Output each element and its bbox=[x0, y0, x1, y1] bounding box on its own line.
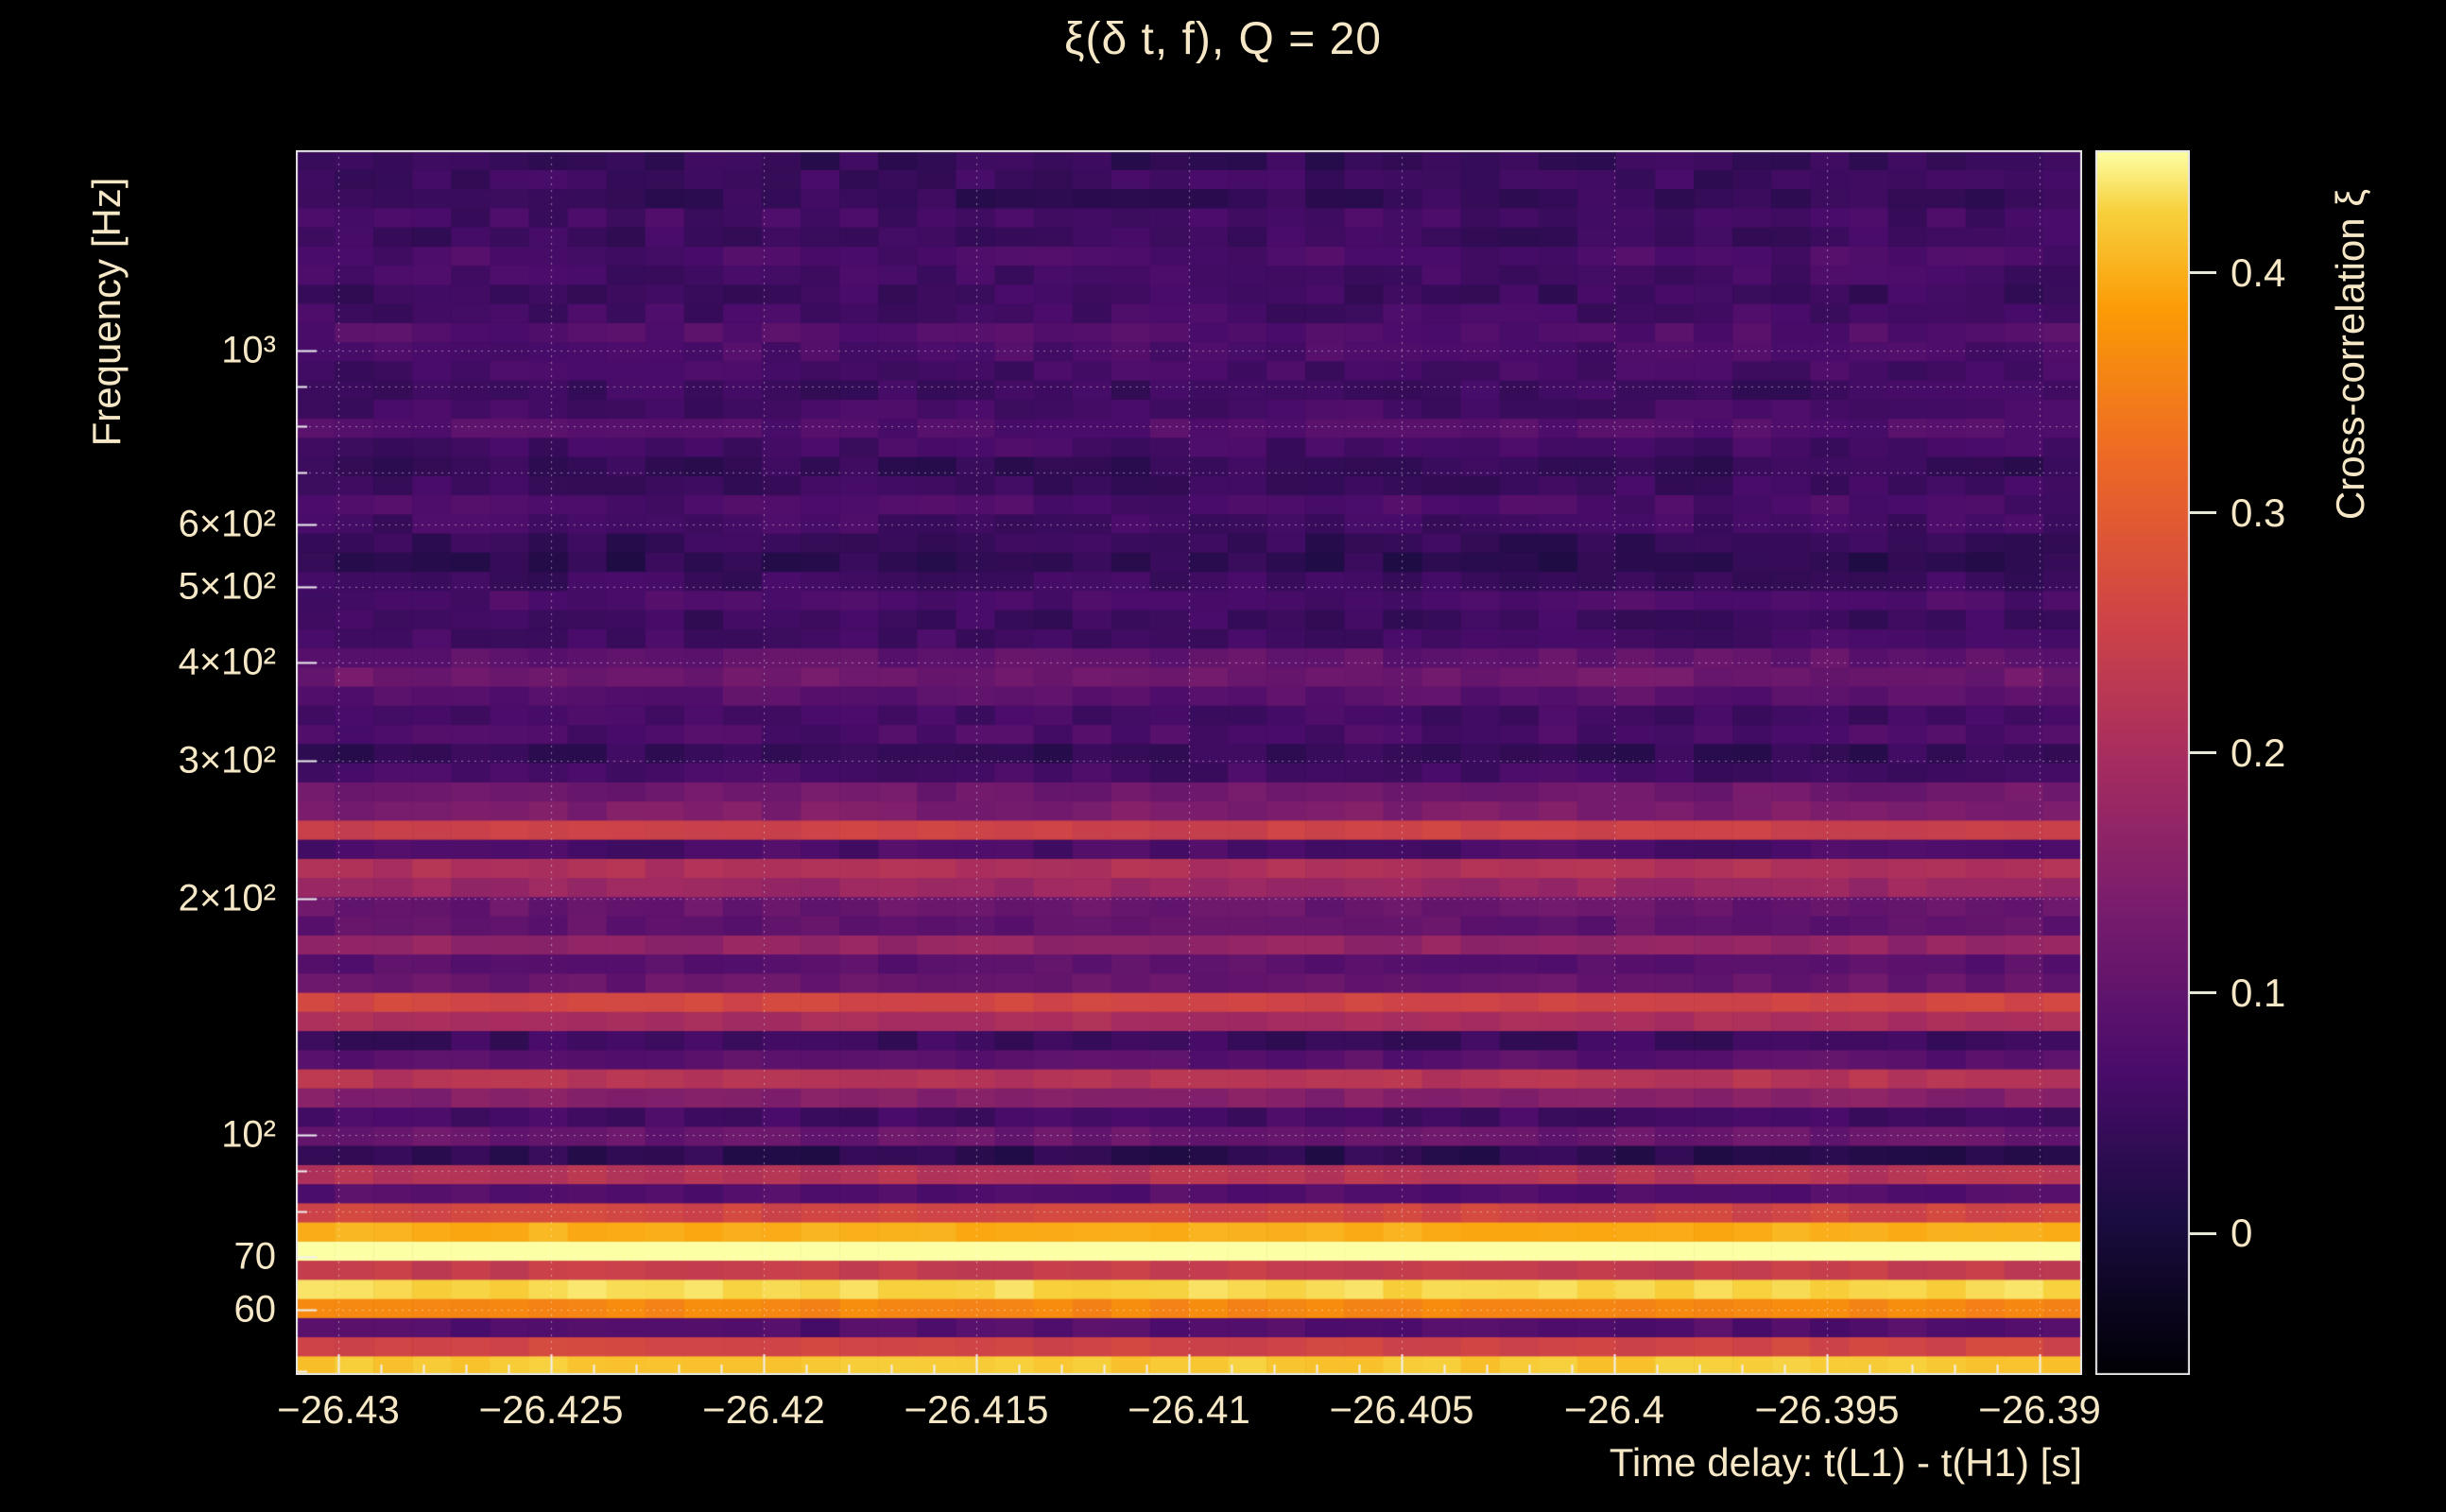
y-tick-label: 70 bbox=[233, 1235, 277, 1278]
colorbar-tick-label: 0.4 bbox=[2231, 249, 2286, 295]
colorbar-tick-mark bbox=[2190, 511, 2216, 515]
colorbar-tick-label: 0.1 bbox=[2231, 970, 2286, 1015]
y-tick-label: 4×10² bbox=[178, 641, 276, 683]
colorbar-tick-label: 0.3 bbox=[2231, 490, 2286, 535]
y-tick-labels: 10³ 6×10² 5×10² 4×10² 3×10² 2×10² 10² 70 60 bbox=[0, 0, 284, 1512]
x-tick-label: −26.39 bbox=[1978, 1387, 2101, 1432]
y-tick-label: 60 bbox=[233, 1288, 277, 1331]
y-tick-label: 10² bbox=[221, 1113, 276, 1156]
colorbar bbox=[2095, 150, 2190, 1375]
y-tick-label: 6×10² bbox=[178, 503, 276, 545]
x-tick-label: −26.415 bbox=[904, 1387, 1049, 1432]
x-tick-label: −26.41 bbox=[1128, 1387, 1250, 1432]
heatmap-plot bbox=[296, 150, 2082, 1375]
x-tick-label: −26.395 bbox=[1754, 1387, 1900, 1432]
x-axis-title: Time delay: t(L1) - t(H1) [s] bbox=[1609, 1440, 2082, 1485]
colorbar-tick-label: 0 bbox=[2231, 1211, 2253, 1256]
colorbar-tick-mark bbox=[2190, 991, 2216, 995]
colorbar-title: Cross-correlation ξ bbox=[2328, 188, 2372, 521]
x-tick-label: −26.43 bbox=[277, 1387, 400, 1432]
colorbar-tick-label: 0.2 bbox=[2231, 730, 2286, 775]
y-tick-label: 10³ bbox=[221, 329, 276, 371]
x-tick-label: −26.405 bbox=[1329, 1387, 1474, 1432]
colorbar-tick-mark bbox=[2190, 751, 2216, 755]
x-tick-label: −26.42 bbox=[702, 1387, 825, 1432]
x-tick-label: −26.4 bbox=[1563, 1387, 1665, 1432]
x-tick-label: −26.425 bbox=[478, 1387, 624, 1432]
colorbar-tick-mark bbox=[2190, 1231, 2216, 1235]
y-tick-label: 3×10² bbox=[178, 739, 276, 782]
y-tick-label: 5×10² bbox=[178, 565, 276, 608]
colorbar-tick-mark bbox=[2190, 271, 2216, 275]
chart-title: ξ(δ t, f), Q = 20 bbox=[1064, 14, 1382, 64]
y-tick-label: 2×10² bbox=[178, 877, 276, 919]
